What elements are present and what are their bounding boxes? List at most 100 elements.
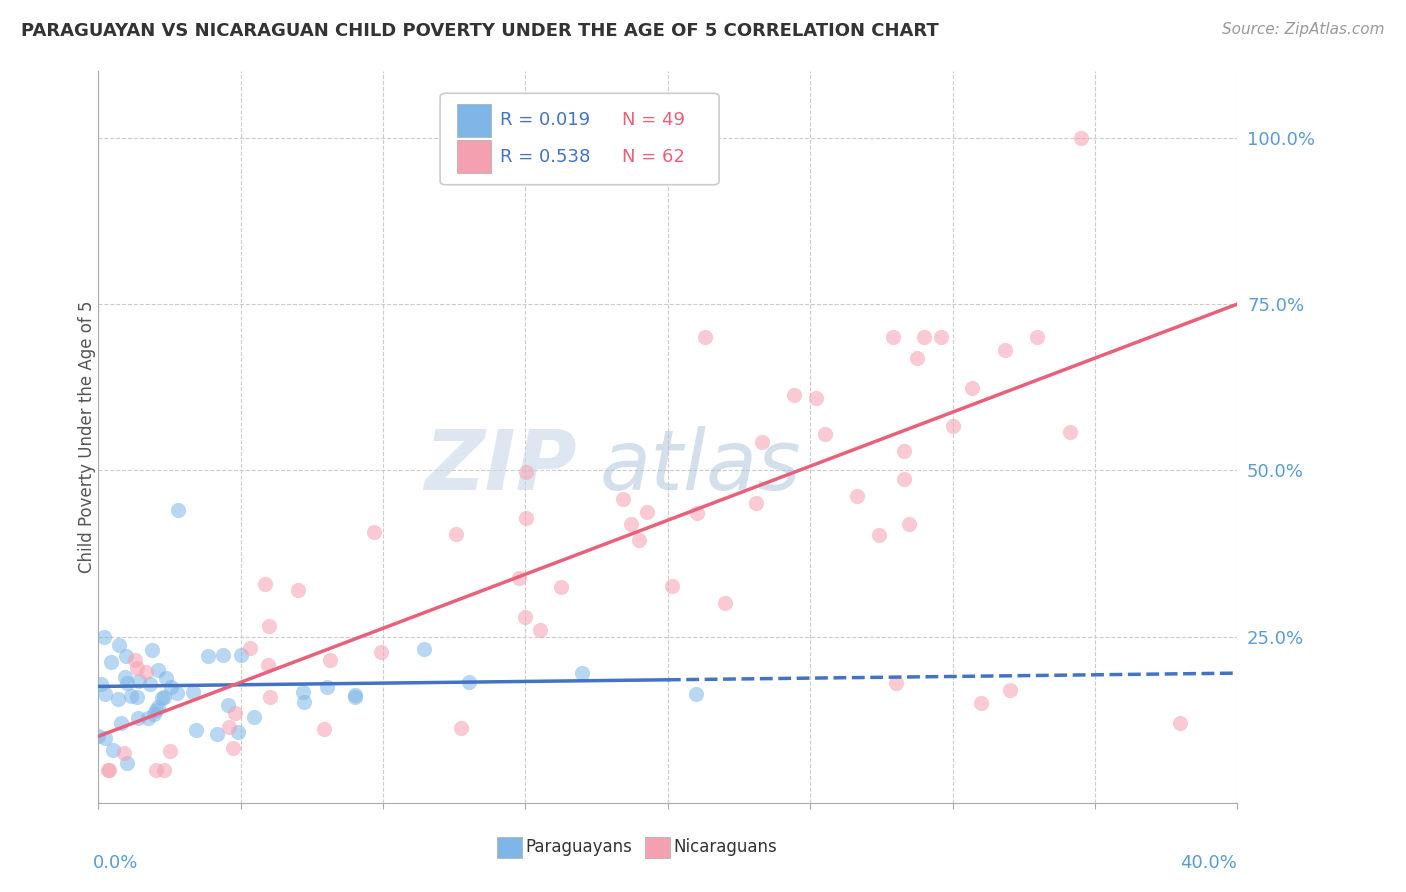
Bar [457,103,491,136]
Point [508,571,530,585]
Point [994,343,1017,357]
Point [124,653,146,667]
Point [146,663,169,677]
Point [287,582,309,597]
Text: Source: ZipAtlas.com: Source: ZipAtlas.com [1222,22,1385,37]
Point [515,609,537,624]
Point [145,763,167,777]
Point [612,492,634,507]
Point [897,516,920,531]
Point [413,641,436,656]
Point [319,653,342,667]
Text: 40.0%: 40.0% [1181,854,1237,872]
Point [108,638,131,652]
Point [714,596,737,610]
Point [814,426,837,441]
Point [1026,330,1049,344]
Text: atlas: atlas [599,425,801,507]
Point [905,351,928,365]
Text: N = 49: N = 49 [623,112,685,129]
Point [97,763,120,777]
Point [661,579,683,593]
Point [292,685,315,699]
Point [343,688,366,702]
Point [120,690,142,704]
Text: 0.0%: 0.0% [93,854,138,872]
Point [637,505,659,519]
Point [571,665,593,680]
Point [145,703,167,717]
Point [998,682,1021,697]
Point [94,687,117,701]
Point [685,687,707,701]
Point [239,640,262,655]
Point [846,489,869,503]
Point [292,695,315,709]
Point [970,696,993,710]
Point [217,698,239,713]
Point [370,645,392,659]
Point [101,742,124,756]
Point [515,465,537,479]
Point [94,731,117,745]
Point [868,528,890,542]
Point [155,671,177,685]
Bar [498,838,522,858]
Point [127,710,149,724]
Point [112,747,135,761]
Point [884,676,907,690]
Point [942,419,965,434]
Point [224,706,246,720]
Point [751,434,773,449]
Point [136,711,159,725]
Point [212,648,235,662]
Point [444,527,467,541]
Point [93,631,115,645]
Text: PARAGUAYAN VS NICARAGUAN CHILD POVERTY UNDER THE AGE OF 5 CORRELATION CHART: PARAGUAYAN VS NICARAGUAN CHILD POVERTY U… [21,22,939,40]
Point [804,391,827,405]
Point [259,619,281,633]
Point [550,580,572,594]
Point [125,661,148,675]
Point [222,741,245,756]
Point [184,723,207,737]
Point [139,677,162,691]
Point [312,722,335,736]
Point [226,724,249,739]
Point [695,330,717,344]
Point [229,648,252,662]
Point [100,655,122,669]
Text: R = 0.019: R = 0.019 [501,112,591,129]
Text: N = 62: N = 62 [623,148,685,166]
Point [205,727,228,741]
Point [167,503,190,517]
Point [253,576,276,591]
Point [218,720,240,734]
FancyBboxPatch shape [440,94,718,185]
Point [686,506,709,520]
Point [197,648,219,663]
Point [962,381,984,395]
Point [181,685,204,699]
Point [316,681,339,695]
Point [529,623,551,637]
Point [87,729,110,743]
Point [150,691,173,706]
Text: Nicaraguans: Nicaraguans [673,838,778,856]
Point [619,516,641,531]
Point [882,330,904,344]
Point [153,690,176,705]
Point [243,710,266,724]
Point [153,763,176,777]
Point [259,690,281,704]
Point [457,675,479,690]
Y-axis label: Child Poverty Under the Age of 5: Child Poverty Under the Age of 5 [79,301,96,574]
Point [628,533,651,548]
Point [343,690,366,704]
Point [160,680,183,694]
Text: ZIP: ZIP [425,425,576,507]
Point [450,721,472,735]
Point [90,677,112,691]
Point [893,472,915,486]
Point [515,511,537,525]
